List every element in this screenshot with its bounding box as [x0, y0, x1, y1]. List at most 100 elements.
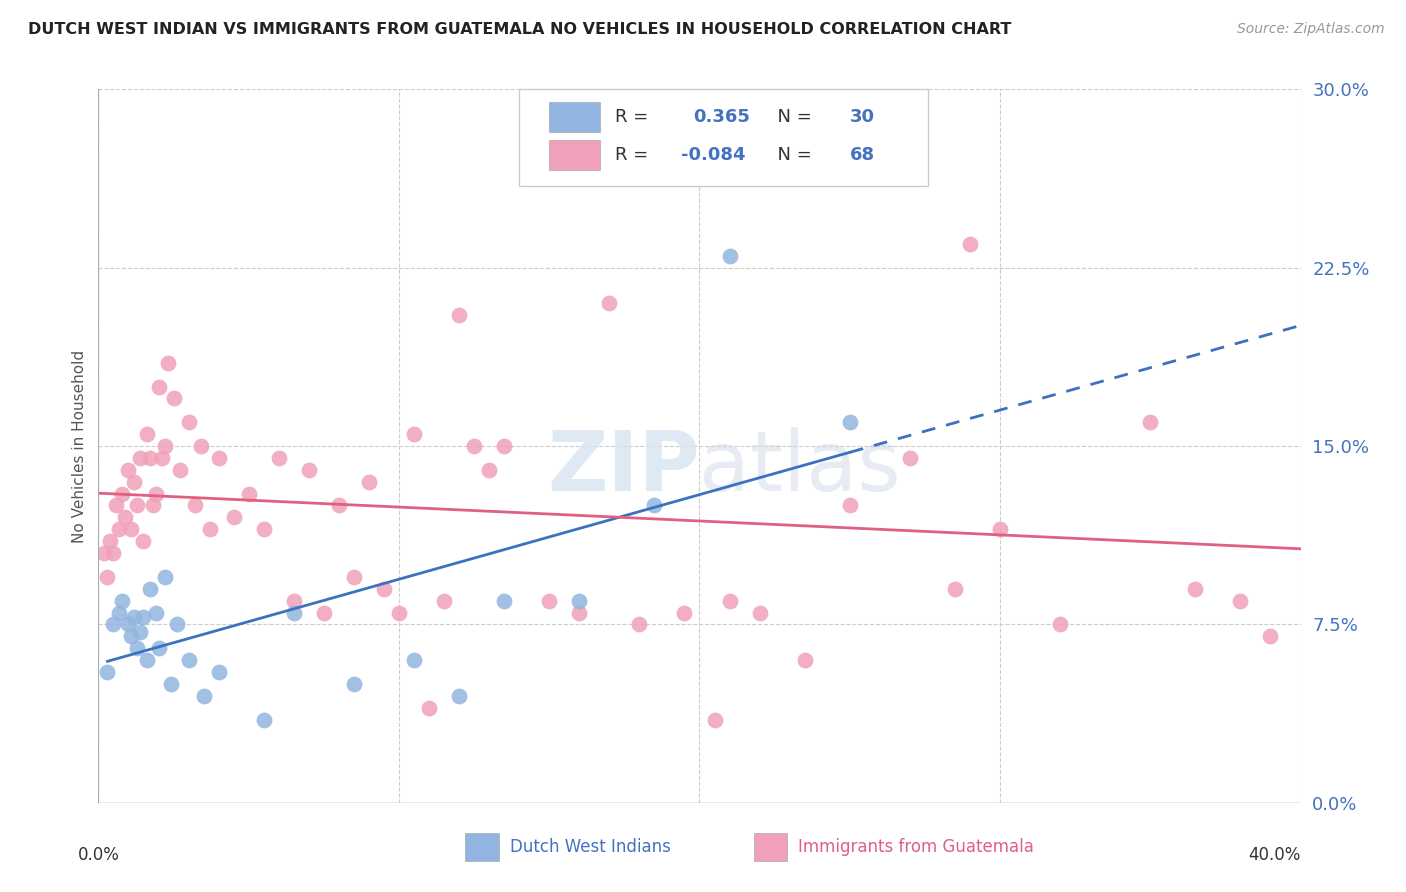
- Point: [129, 450, 152, 465]
- Point: [343, 677, 366, 691]
- Point: [117, 463, 139, 477]
- Point: [153, 570, 176, 584]
- Point: [148, 379, 170, 393]
- Point: [478, 463, 501, 477]
- Text: atlas: atlas: [700, 427, 901, 508]
- Text: 0.0%: 0.0%: [77, 846, 120, 863]
- FancyBboxPatch shape: [465, 833, 499, 862]
- Point: [328, 499, 350, 513]
- Point: [703, 713, 725, 727]
- Point: [177, 653, 200, 667]
- Point: [208, 450, 231, 465]
- Text: Immigrants from Guatemala: Immigrants from Guatemala: [799, 838, 1033, 856]
- Point: [628, 617, 651, 632]
- Point: [96, 665, 118, 679]
- Text: R =: R =: [616, 108, 654, 126]
- Point: [253, 522, 276, 536]
- Point: [463, 439, 485, 453]
- Text: 40.0%: 40.0%: [1249, 846, 1301, 863]
- Point: [129, 624, 152, 639]
- Point: [1229, 593, 1251, 607]
- Point: [124, 475, 146, 489]
- Point: [127, 641, 149, 656]
- Point: [121, 629, 143, 643]
- Point: [208, 665, 231, 679]
- Point: [117, 617, 139, 632]
- Point: [108, 522, 131, 536]
- Point: [568, 606, 591, 620]
- Text: N =: N =: [766, 108, 817, 126]
- Point: [838, 415, 860, 429]
- Point: [190, 439, 212, 453]
- Point: [494, 593, 516, 607]
- Point: [159, 677, 181, 691]
- Point: [267, 450, 290, 465]
- Point: [748, 606, 770, 620]
- Text: ZIP: ZIP: [547, 427, 700, 508]
- Point: [1184, 582, 1206, 596]
- Point: [193, 689, 215, 703]
- Point: [198, 522, 221, 536]
- Text: Dutch West Indians: Dutch West Indians: [509, 838, 671, 856]
- Point: [141, 499, 163, 513]
- Point: [388, 606, 411, 620]
- Text: N =: N =: [766, 146, 817, 164]
- Point: [312, 606, 335, 620]
- Text: 0.365: 0.365: [693, 108, 751, 126]
- FancyBboxPatch shape: [519, 89, 928, 186]
- Y-axis label: No Vehicles in Household: No Vehicles in Household: [72, 350, 87, 542]
- Point: [447, 689, 470, 703]
- Point: [166, 617, 188, 632]
- Text: DUTCH WEST INDIAN VS IMMIGRANTS FROM GUATEMALA NO VEHICLES IN HOUSEHOLD CORRELAT: DUTCH WEST INDIAN VS IMMIGRANTS FROM GUA…: [28, 22, 1011, 37]
- Point: [838, 499, 860, 513]
- Point: [145, 486, 167, 500]
- Text: Source: ZipAtlas.com: Source: ZipAtlas.com: [1237, 22, 1385, 37]
- Text: 68: 68: [849, 146, 875, 164]
- Point: [343, 570, 366, 584]
- Point: [100, 534, 122, 549]
- Point: [108, 606, 131, 620]
- Point: [1049, 617, 1071, 632]
- Text: 30: 30: [849, 108, 875, 126]
- Point: [418, 700, 440, 714]
- Point: [177, 415, 200, 429]
- Point: [103, 546, 125, 560]
- Point: [433, 593, 456, 607]
- Point: [121, 522, 143, 536]
- Point: [643, 499, 665, 513]
- Point: [145, 606, 167, 620]
- Point: [127, 499, 149, 513]
- Point: [357, 475, 380, 489]
- Point: [114, 510, 136, 524]
- Point: [402, 653, 425, 667]
- Point: [135, 653, 157, 667]
- Point: [283, 593, 305, 607]
- Point: [111, 593, 134, 607]
- Point: [538, 593, 561, 607]
- Point: [718, 593, 741, 607]
- Point: [150, 450, 173, 465]
- Point: [1139, 415, 1161, 429]
- Point: [132, 534, 155, 549]
- Text: R =: R =: [616, 146, 654, 164]
- Point: [793, 653, 815, 667]
- Point: [132, 610, 155, 624]
- Point: [298, 463, 321, 477]
- Point: [718, 249, 741, 263]
- Point: [494, 439, 516, 453]
- Point: [105, 499, 128, 513]
- Point: [238, 486, 260, 500]
- Point: [673, 606, 696, 620]
- Point: [988, 522, 1011, 536]
- Point: [93, 546, 115, 560]
- Point: [96, 570, 118, 584]
- Point: [138, 450, 160, 465]
- Point: [138, 582, 160, 596]
- Point: [598, 296, 620, 310]
- Point: [283, 606, 305, 620]
- Point: [162, 392, 184, 406]
- Point: [148, 641, 170, 656]
- Point: [135, 427, 157, 442]
- Point: [103, 617, 125, 632]
- Point: [1260, 629, 1282, 643]
